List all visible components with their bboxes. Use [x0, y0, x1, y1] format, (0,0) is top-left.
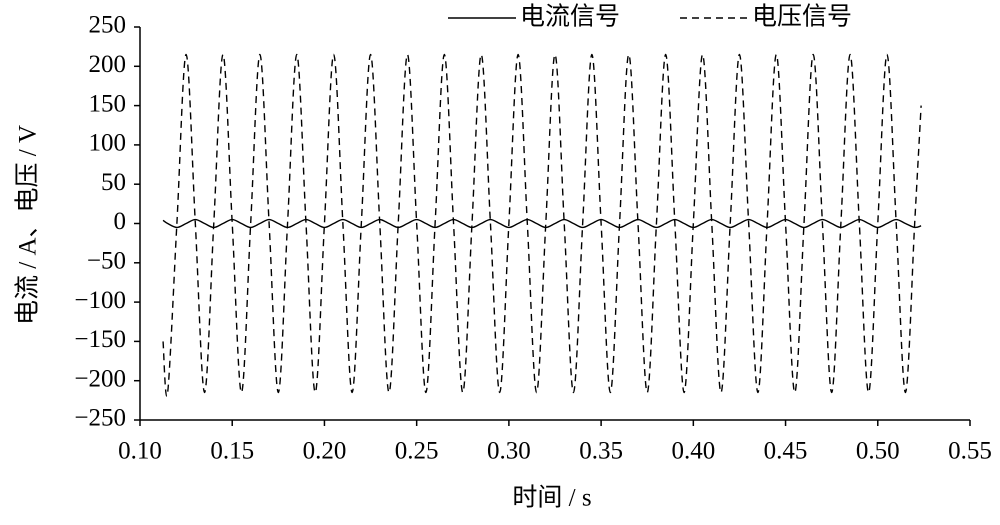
legend-label: 电流信号 — [520, 3, 620, 31]
x-tick-label: 0.10 — [118, 438, 162, 465]
y-tick-label: 150 — [89, 90, 127, 117]
y-tick-label: −100 — [74, 287, 126, 314]
x-tick-label: 0.30 — [487, 438, 531, 465]
y-tick-label: 100 — [89, 130, 127, 157]
x-tick-label: 0.35 — [579, 438, 623, 465]
legend-label: 电压信号 — [752, 3, 852, 31]
x-tick-label: 0.20 — [303, 438, 347, 465]
series-line — [162, 53, 922, 397]
y-tick-label: 250 — [89, 12, 127, 39]
x-tick-label: 0.40 — [671, 438, 715, 465]
x-tick-label: 0.55 — [948, 438, 992, 465]
y-tick-label: 200 — [89, 51, 127, 78]
y-tick-label: −50 — [87, 248, 126, 275]
y-tick-label: 0 — [114, 208, 127, 235]
y-tick-label: −150 — [74, 326, 126, 353]
series-line — [162, 218, 922, 229]
x-axis-title: 时间 / s — [512, 484, 591, 512]
y-tick-label: −200 — [74, 365, 126, 392]
y-tick-label: 50 — [101, 169, 126, 196]
x-tick-label: 0.25 — [395, 438, 439, 465]
y-tick-label: −250 — [74, 405, 126, 432]
x-tick-label: 0.15 — [210, 438, 254, 465]
y-axis-title: 电流 / A、电压 / V — [14, 125, 42, 325]
x-tick-label: 0.45 — [764, 438, 808, 465]
x-tick-label: 0.50 — [856, 438, 900, 465]
